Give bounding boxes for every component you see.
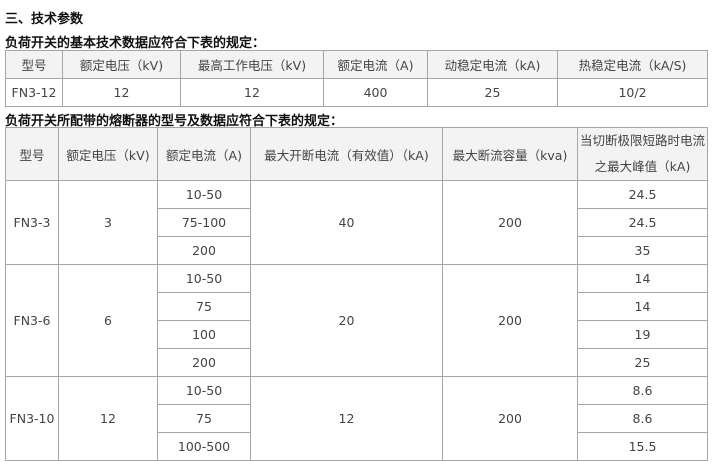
cell: 24.5 [577, 208, 708, 237]
cell: 40 [250, 180, 443, 265]
table-row: 75-100 24.5 [6, 208, 708, 237]
cell: 19 [577, 320, 708, 349]
cell: 8.6 [577, 376, 708, 405]
column-header: 额定电流（A) [323, 50, 428, 79]
table1-caption: 负荷开关的基本技术数据应符合下表的规定： [5, 36, 266, 51]
fuse-specs-table: 型号 额定电压（kV) 额定电流（A) 最大开断电流（有效值）（kA) 最大断流… [5, 127, 708, 461]
column-header: 最大断流容量（kva) [442, 127, 578, 181]
cell: 12 [250, 376, 443, 461]
table-row: FN3-10 12 10-50 12 200 8.6 [5, 376, 708, 461]
column-header: 动稳定电流（kA) [427, 50, 558, 79]
column-header: 当切断极限短路时电流之最大峰值（kA) [577, 127, 708, 181]
cell: 75 [157, 404, 251, 433]
cell: 25 [577, 348, 708, 377]
column-header: 型号 [5, 127, 59, 181]
cell: 15.5 [577, 432, 708, 461]
table-row: FN3-12 12 12 400 25 10/2 [5, 78, 708, 107]
column-header: 额定电压（kV) [58, 127, 158, 181]
cell: 6 [58, 264, 158, 377]
table2-caption: 负荷开关所配带的熔断器的型号及数据应符合下表的规定： [5, 114, 344, 129]
cell: 200 [157, 348, 251, 377]
cell: 10-50 [157, 180, 251, 209]
table-row: 100 19 [6, 320, 708, 349]
table-row: FN3-3 3 10-50 40 200 24.5 [5, 180, 708, 265]
cell: 20 [250, 264, 443, 377]
table-row: FN3-6 6 10-50 20 200 14 [5, 264, 708, 377]
cell: 10-50 [157, 376, 251, 405]
cell: 75 [157, 292, 251, 321]
column-header: 额定电流（A) [157, 127, 251, 181]
column-header: 型号 [5, 50, 63, 79]
cell: 200 [157, 236, 251, 265]
cell: FN3-10 [5, 376, 59, 461]
cell: 100-500 [157, 432, 251, 461]
cell: 75-100 [157, 208, 251, 237]
cell: 14 [577, 292, 708, 321]
header-row: 型号 额定电压（kV) 额定电流（A) 最大开断电流（有效值）（kA) 最大断流… [5, 127, 708, 181]
cell: 14 [577, 264, 708, 293]
table-row: 200 35 [6, 236, 708, 265]
cell: 12 [62, 78, 181, 107]
cell: 35 [577, 236, 708, 265]
table-row: 100-500 15.5 [6, 432, 708, 461]
cell: 3 [58, 180, 158, 265]
cell: 10/2 [557, 78, 708, 107]
cell: 200 [442, 264, 578, 377]
cell: 24.5 [577, 180, 708, 209]
cell: 12 [58, 376, 158, 461]
column-header: 最大开断电流（有效值）（kA) [250, 127, 443, 181]
cell: 12 [180, 78, 324, 107]
basic-specs-table: 型号 额定电压（kV) 最高工作电压（kV) 额定电流（A) 动稳定电流（kA)… [5, 50, 708, 107]
column-header: 热稳定电流（kA/S) [557, 50, 708, 79]
cell: 200 [442, 180, 578, 265]
cell: 10-50 [157, 264, 251, 293]
cell: FN3-6 [5, 264, 59, 377]
header-row: 型号 额定电压（kV) 最高工作电压（kV) 额定电流（A) 动稳定电流（kA)… [5, 50, 708, 79]
cell: FN3-3 [5, 180, 59, 265]
cell: 400 [323, 78, 428, 107]
cell: 8.6 [577, 404, 708, 433]
table-row: 75 8.6 [6, 404, 708, 433]
table-row: 75 14 [6, 292, 708, 321]
column-header: 最高工作电压（kV) [180, 50, 324, 79]
cell: 200 [442, 376, 578, 461]
cell: FN3-12 [5, 78, 63, 107]
cell: 100 [157, 320, 251, 349]
cell: 25 [427, 78, 558, 107]
section-title: 三、技术参数 [5, 12, 84, 27]
column-header: 额定电压（kV) [62, 50, 181, 79]
